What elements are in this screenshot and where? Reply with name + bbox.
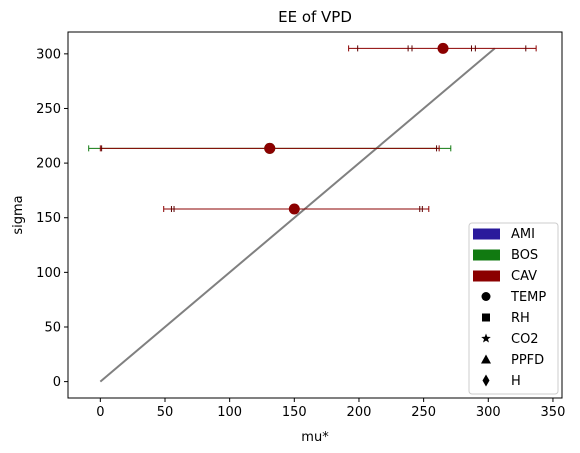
x-tick-label: 0 [96,405,104,420]
y-tick-label: 100 [36,266,61,281]
legend-label: AMI [511,227,535,242]
x-tick-label: 50 [157,405,174,420]
chart-title: EE of VPD [278,8,352,26]
legend-swatch [473,228,500,240]
legend-label: CO2 [511,332,539,347]
legend-box [468,222,559,395]
legend-swatch [473,249,500,261]
legend-marker-star [481,333,491,343]
y-tick-label: 50 [44,320,61,335]
legend-label: RH [511,311,530,326]
x-tick-label: 250 [411,405,436,420]
legend-marker-diamond [482,374,490,387]
cav-data-point [288,203,300,215]
legend-label: TEMP [510,290,546,305]
x-axis-label: mu* [301,430,329,445]
legend-marker-square [482,313,490,322]
y-tick-label: 150 [36,211,61,226]
diagonal-reference-line [99,47,496,383]
legend-swatch [473,270,500,282]
x-tick-label: 350 [541,405,566,420]
legend-label: BOS [511,248,538,263]
y-tick-label: 200 [36,157,61,172]
cav-data-point [437,42,449,54]
x-tick-label: 200 [347,405,372,420]
x-tick-label: 300 [476,405,501,420]
legend-marker-circle [481,292,491,301]
legend: AMI BOS CAV TEMP RH CO2 PPFD H [468,222,559,395]
legend-label: CAV [511,269,537,284]
y-tick-label: 250 [36,102,61,117]
y-tick-label: 0 [53,375,61,390]
x-tick-label: 100 [217,405,242,420]
y-axis-label: sigma [11,195,26,234]
legend-label: H [511,374,521,389]
cav-data-point [264,142,276,154]
legend-label: PPFD [511,353,544,368]
plot-area-frame [67,31,563,399]
legend-marker-triangle [481,354,491,364]
x-tick-label: 150 [282,405,307,420]
y-tick-label: 300 [36,47,61,62]
